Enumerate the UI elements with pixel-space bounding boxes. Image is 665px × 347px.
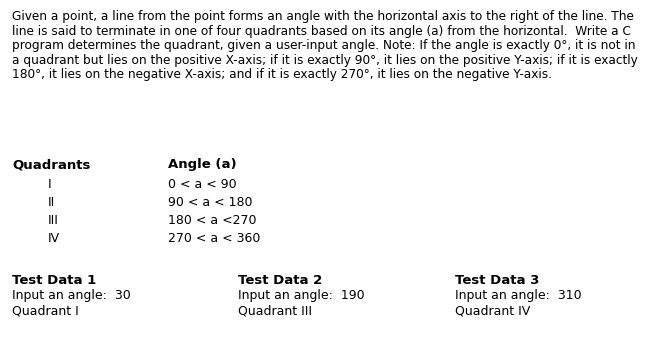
Text: Test Data 1: Test Data 1 xyxy=(12,274,96,287)
Text: a quadrant but lies on the positive X-axis; if it is exactly 90°, it lies on the: a quadrant but lies on the positive X-ax… xyxy=(12,53,638,67)
Text: Input an angle:  190: Input an angle: 190 xyxy=(238,289,364,302)
Text: Input an angle:  30: Input an angle: 30 xyxy=(12,289,131,302)
Text: Test Data 2: Test Data 2 xyxy=(238,274,323,287)
Text: Quadrant IV: Quadrant IV xyxy=(455,304,530,317)
Text: Input an angle:  310: Input an angle: 310 xyxy=(455,289,582,302)
Text: I: I xyxy=(48,178,52,191)
Text: IV: IV xyxy=(48,232,60,245)
Text: II: II xyxy=(48,196,55,209)
Text: III: III xyxy=(48,214,59,227)
Text: Test Data 3: Test Data 3 xyxy=(455,274,539,287)
Text: Quadrant I: Quadrant I xyxy=(12,304,78,317)
Text: 180 < a <270: 180 < a <270 xyxy=(168,214,257,227)
Text: Quadrant III: Quadrant III xyxy=(238,304,312,317)
Text: 180°, it lies on the negative X-axis; and if it is exactly 270°, it lies on the : 180°, it lies on the negative X-axis; an… xyxy=(12,68,552,81)
Text: Given a point, a line from the point forms an angle with the horizontal axis to : Given a point, a line from the point for… xyxy=(12,10,634,23)
Text: 0 < a < 90: 0 < a < 90 xyxy=(168,178,237,191)
Text: program determines the quadrant, given a user-input angle. Note: If the angle is: program determines the quadrant, given a… xyxy=(12,39,636,52)
Text: line is said to terminate in one of four quadrants based on its angle (a) from t: line is said to terminate in one of four… xyxy=(12,25,631,37)
Text: Quadrants: Quadrants xyxy=(12,158,90,171)
Text: 90 < a < 180: 90 < a < 180 xyxy=(168,196,253,209)
Text: Angle (a): Angle (a) xyxy=(168,158,237,171)
Text: 270 < a < 360: 270 < a < 360 xyxy=(168,232,261,245)
